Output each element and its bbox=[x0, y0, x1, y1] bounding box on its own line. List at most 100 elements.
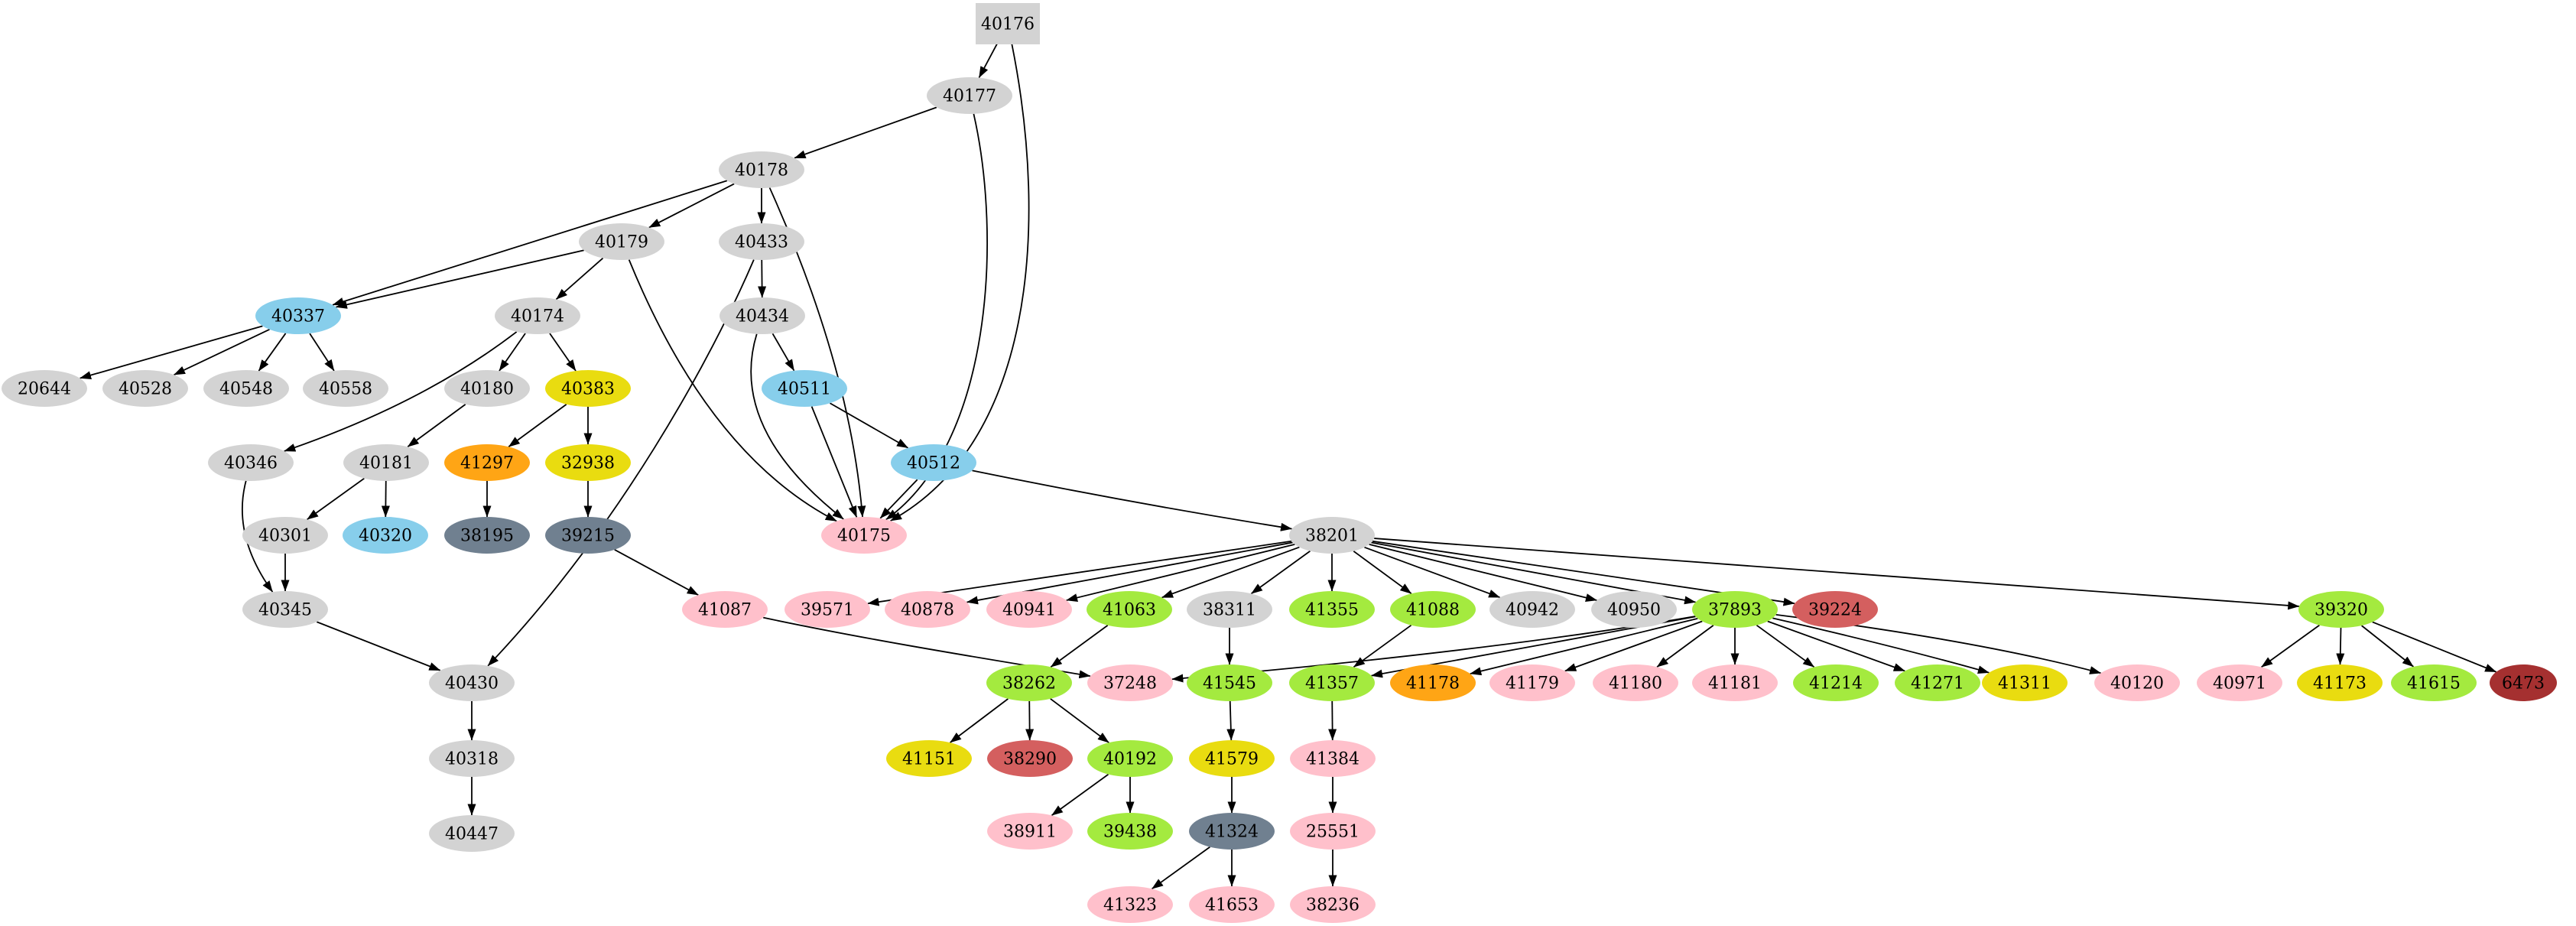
edge-40174-40383 bbox=[549, 333, 577, 372]
edge-37893-41179 bbox=[1564, 620, 1703, 672]
node-label: 39224 bbox=[1808, 601, 1862, 620]
node-label: 40177 bbox=[943, 87, 996, 106]
edge-40180-40181 bbox=[407, 404, 466, 447]
edge-37893-41214 bbox=[1756, 624, 1815, 668]
node-label: 38290 bbox=[1003, 750, 1057, 769]
edge-40178-40337 bbox=[332, 180, 728, 306]
node-label: 40181 bbox=[359, 454, 413, 473]
node-41297: 41297 bbox=[444, 444, 530, 481]
edge-line bbox=[1050, 698, 1109, 743]
edge-line bbox=[1161, 546, 1300, 599]
node-ellipse-shape bbox=[2197, 664, 2282, 701]
edge-line bbox=[1564, 620, 1703, 672]
node-41357: 41357 bbox=[1289, 664, 1375, 701]
node-ellipse-shape bbox=[102, 370, 188, 407]
node-40318: 40318 bbox=[429, 740, 515, 777]
node-37248: 37248 bbox=[1087, 664, 1173, 701]
node-32938: 32938 bbox=[545, 444, 631, 481]
edge-39320-41173 bbox=[2336, 627, 2345, 665]
edge-line bbox=[1767, 620, 1905, 672]
edge-line bbox=[794, 106, 937, 159]
edge-line bbox=[1772, 617, 1990, 674]
edge-line bbox=[309, 333, 335, 372]
node-38911: 38911 bbox=[987, 813, 1073, 850]
edge-39320-41615 bbox=[2361, 625, 2414, 668]
node-label: 37248 bbox=[1103, 674, 1157, 694]
node-ellipse-shape bbox=[885, 591, 970, 628]
edge-line bbox=[1374, 538, 2300, 610]
edge-line bbox=[2361, 625, 2414, 668]
node-label: 38201 bbox=[1305, 527, 1359, 546]
edge-40177-40178 bbox=[794, 106, 937, 159]
edge-38262-38290 bbox=[1025, 700, 1035, 741]
node-ellipse-shape bbox=[255, 297, 341, 334]
node-label: 32938 bbox=[561, 454, 615, 473]
node-label: 40337 bbox=[271, 307, 325, 327]
node-label: 41615 bbox=[2407, 674, 2461, 694]
node-ellipse-shape bbox=[343, 444, 429, 481]
node-ellipse-shape bbox=[986, 664, 1072, 701]
edge-40179-40175 bbox=[628, 259, 837, 522]
edge-38201-40942 bbox=[1364, 546, 1501, 599]
node-38195: 38195 bbox=[444, 517, 530, 554]
node-40180: 40180 bbox=[444, 370, 530, 407]
edge-line bbox=[80, 325, 263, 379]
node-ellipse-shape bbox=[1289, 517, 1375, 554]
node-40175: 40175 bbox=[821, 517, 907, 554]
node-ellipse-shape bbox=[1692, 664, 1778, 701]
node-ellipse-shape bbox=[987, 813, 1073, 850]
node-label: 38236 bbox=[1306, 896, 1359, 915]
node-41579: 41579 bbox=[1189, 740, 1275, 777]
node-ellipse-shape bbox=[1189, 886, 1275, 923]
edge-38201-41088 bbox=[1353, 551, 1412, 594]
node-ellipse-shape bbox=[208, 444, 294, 481]
node-40174: 40174 bbox=[495, 297, 580, 334]
node-ellipse-shape bbox=[495, 297, 580, 334]
edge-37893-41180 bbox=[1656, 625, 1714, 668]
node-ellipse-shape bbox=[242, 517, 328, 554]
edge-40512-38201 bbox=[972, 469, 1293, 531]
node-40878: 40878 bbox=[885, 591, 970, 628]
node-41180: 41180 bbox=[1593, 664, 1678, 701]
node-label: 40511 bbox=[778, 380, 831, 399]
node-40511: 40511 bbox=[762, 370, 847, 407]
node-ellipse-shape bbox=[987, 740, 1073, 777]
node-ellipse-shape bbox=[1189, 813, 1275, 850]
edge-line bbox=[1328, 700, 1337, 741]
node-39571: 39571 bbox=[784, 591, 870, 628]
node-39224: 39224 bbox=[1792, 591, 1878, 628]
node-41384: 41384 bbox=[1290, 740, 1376, 777]
node-39215: 39215 bbox=[545, 517, 631, 554]
node-ellipse-shape bbox=[891, 444, 976, 481]
edge-line bbox=[2336, 627, 2345, 665]
node-ellipse-shape bbox=[1189, 740, 1275, 777]
node-label: 40878 bbox=[901, 601, 954, 620]
node-41615: 41615 bbox=[2391, 664, 2477, 701]
node-label: 41181 bbox=[1708, 674, 1762, 694]
edge-line bbox=[614, 549, 699, 596]
node-ellipse-shape bbox=[719, 151, 804, 188]
edge-40383-41297 bbox=[508, 404, 567, 447]
node-label: 40346 bbox=[224, 454, 278, 473]
edge-line bbox=[307, 477, 365, 521]
node-label: 41653 bbox=[1205, 896, 1259, 915]
node-ellipse-shape bbox=[545, 444, 631, 481]
edge-line bbox=[810, 406, 858, 518]
edge-line bbox=[1470, 617, 1698, 676]
node-41653: 41653 bbox=[1189, 886, 1275, 923]
node-38290: 38290 bbox=[987, 740, 1073, 777]
node-ellipse-shape bbox=[1087, 813, 1173, 850]
node-25551: 25551 bbox=[1290, 813, 1376, 850]
node-label: 40383 bbox=[561, 380, 615, 399]
node-ellipse-shape bbox=[682, 591, 768, 628]
node-label: 40434 bbox=[736, 307, 789, 327]
node-label: 40430 bbox=[445, 674, 499, 694]
node-ellipse-shape bbox=[927, 77, 1012, 114]
node-ellipse-shape bbox=[1290, 740, 1376, 777]
node-40345: 40345 bbox=[242, 591, 328, 628]
edge-line bbox=[1066, 544, 1295, 602]
node-label: 40941 bbox=[1002, 601, 1056, 620]
edge-41545-41579 bbox=[1226, 700, 1236, 741]
node-ellipse-shape bbox=[886, 740, 972, 777]
edge-line bbox=[1353, 551, 1412, 594]
